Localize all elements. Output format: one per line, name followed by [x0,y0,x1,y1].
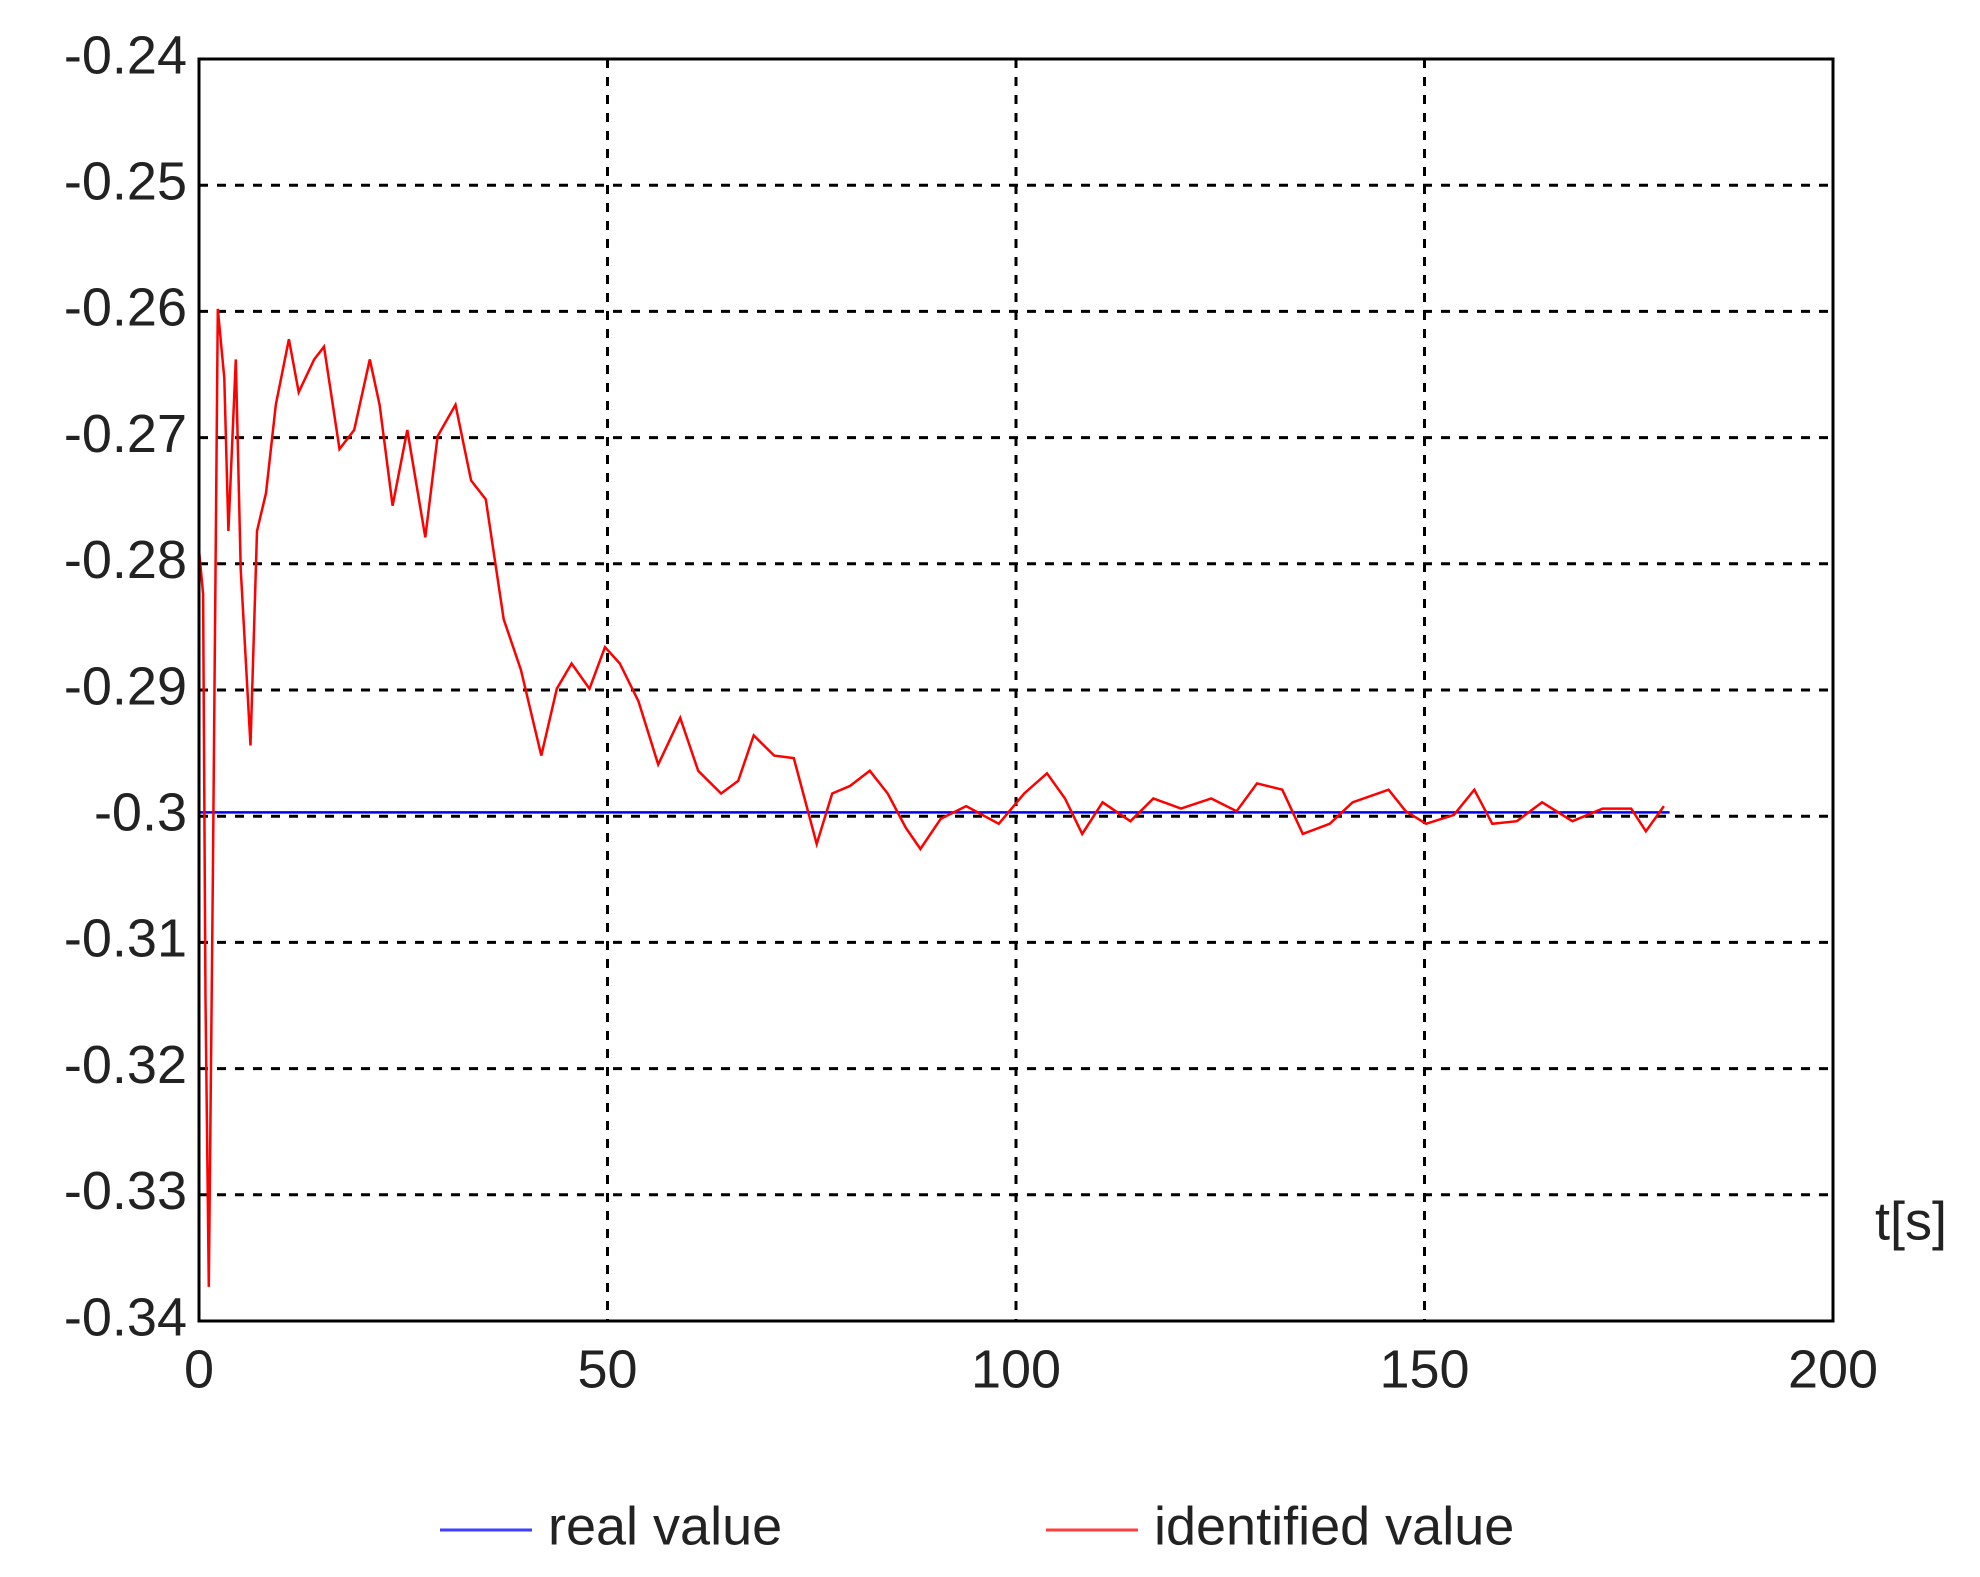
y-tick-label: -0.3 [94,782,187,842]
x-tick-label: 150 [1379,1339,1469,1399]
y-tick-label: -0.24 [64,25,187,85]
y-tick-label: -0.33 [64,1161,187,1221]
x-tick-label: 200 [1788,1339,1878,1399]
y-tick-label: -0.34 [64,1287,187,1347]
y-tick-label: -0.31 [64,909,187,969]
plot-frame [197,57,1835,1323]
x-tick-label: 50 [577,1339,637,1399]
y-tick-label: -0.26 [64,278,187,338]
y-tick-label: -0.27 [64,404,187,464]
x-tick-label: 100 [971,1339,1061,1399]
y-tick-label: -0.29 [64,656,187,716]
y-tick-label: -0.32 [64,1035,187,1095]
axis-annotation: t[s] [1875,1191,1947,1251]
legend-label: real value [548,1496,782,1556]
legend-label: identified value [1154,1496,1514,1556]
y-tick-label: -0.28 [64,530,187,590]
y-tick-label: -0.25 [64,151,187,211]
x-tick-label: 0 [184,1339,214,1399]
series-line [197,308,1665,1287]
